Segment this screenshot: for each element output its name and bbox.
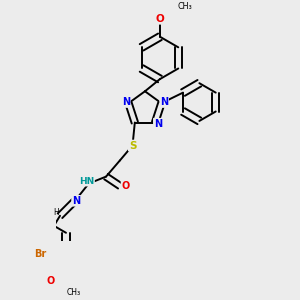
Text: HN: HN [79,177,94,186]
Text: N: N [160,97,168,107]
Text: N: N [154,119,162,129]
Text: CH₃: CH₃ [67,288,81,297]
Text: N: N [122,97,130,107]
Text: N: N [72,196,80,206]
Text: S: S [129,140,136,151]
Text: H: H [54,208,59,217]
Text: O: O [122,181,130,191]
Text: CH₃: CH₃ [177,2,192,10]
Text: O: O [156,14,164,24]
Text: Br: Br [34,249,47,259]
Text: O: O [47,276,55,286]
